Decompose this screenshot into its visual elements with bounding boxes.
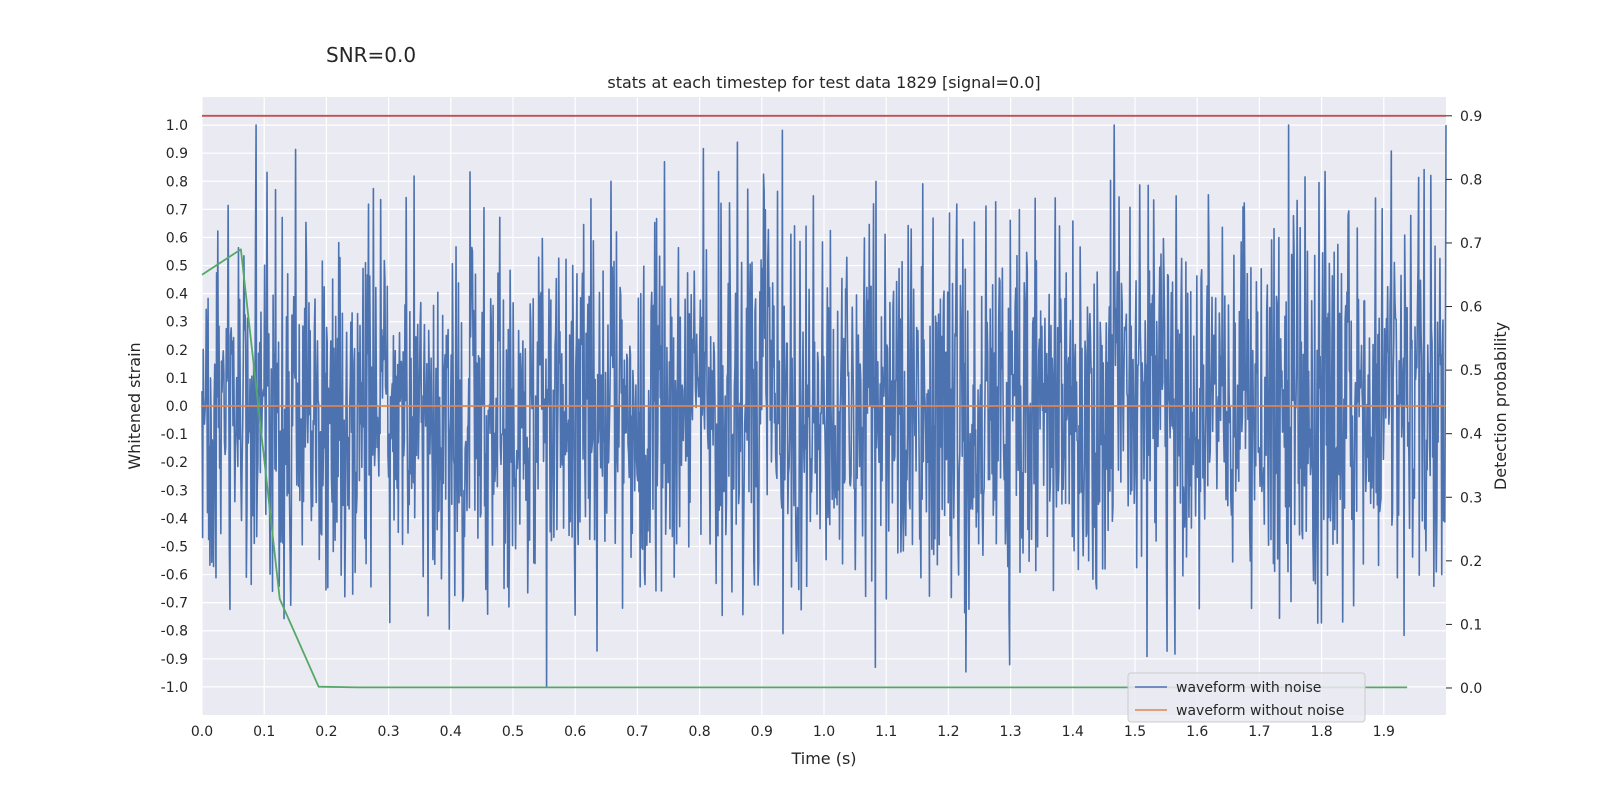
y-tick-label: 0.9 (166, 146, 188, 162)
y-tick-label: -0.1 (161, 427, 188, 443)
y-tick-label: 0.3 (166, 315, 188, 331)
y-tick-label: -1.0 (161, 680, 188, 696)
suptitle: SNR=0.0 (326, 43, 416, 67)
y-tick-label: -0.7 (161, 596, 188, 612)
x-tick-label: 1.7 (1248, 724, 1270, 740)
x-axis-label: Time (s) (790, 749, 856, 768)
x-tick-label: 0.1 (253, 724, 275, 740)
y2-tick-label: 0.1 (1460, 617, 1482, 633)
y2-tick-label: 0.6 (1460, 300, 1482, 316)
x-tick-labels: 0.0 0.1 0.2 0.3 0.4 0.5 0.6 0.7 0.8 0.9 1.0 1.1 1.2 1… (191, 724, 1395, 740)
y-tick-label: 1.0 (166, 118, 188, 134)
y-tick-label: -0.2 (161, 455, 188, 471)
x-tick-label: 1.5 (1124, 724, 1146, 740)
y-tick-label: 0.4 (166, 287, 188, 303)
x-tick-label: 1.3 (999, 724, 1021, 740)
y-tick-label: -0.8 (161, 624, 188, 640)
y-tick-label: 0.1 (166, 371, 188, 387)
y-tick-label: -0.3 (161, 483, 188, 499)
y2-tick-label: 0.5 (1460, 363, 1482, 379)
legend-label-clean: waveform without noise (1176, 703, 1344, 719)
y-tick-label: 0.0 (166, 399, 188, 415)
y-tick-label: 0.5 (166, 259, 188, 275)
y-tick-labels: 1.0 0.9 0.8 0.7 0.6 0.5 0.4 0.3 0.2 0.1 0.0 -0.1 -0.… (161, 118, 188, 696)
y-tick-label: -0.4 (161, 511, 188, 527)
x-tick-label: 0.6 (564, 724, 586, 740)
y-tick-label: 0.8 (166, 174, 188, 190)
x-tick-label: 0.7 (626, 724, 648, 740)
y2-tick-labels: 0.9 0.8 0.7 0.6 0.5 0.4 0.3 0.2 0.1 0.0 (1446, 109, 1482, 697)
y-tick-label: 0.6 (166, 230, 188, 246)
y-tick-label: 0.7 (166, 202, 188, 218)
x-tick-label: 0.2 (315, 724, 337, 740)
x-tick-label: 0.8 (688, 724, 710, 740)
x-tick-label: 1.0 (813, 724, 835, 740)
y2-axis-label: Detection probability (1491, 322, 1510, 490)
x-tick-label: 1.8 (1310, 724, 1332, 740)
y2-tick-label: 0.3 (1460, 490, 1482, 506)
series-line-waveform-with-noise (201, 124, 1447, 688)
y-tick-label: -0.5 (161, 539, 188, 555)
x-tick-label: 0.4 (440, 724, 462, 740)
legend-label-noise: waveform with noise (1176, 680, 1321, 696)
y-tick-label: 0.2 (166, 343, 188, 359)
x-tick-label: 1.9 (1373, 724, 1395, 740)
x-tick-label: 1.6 (1186, 724, 1208, 740)
x-tick-label: 0.0 (191, 724, 213, 740)
chart-title: stats at each timestep for test data 182… (607, 73, 1040, 92)
x-tick-label: 1.4 (1062, 724, 1084, 740)
y2-tick-label: 0.0 (1460, 681, 1482, 697)
x-tick-label: 0.3 (377, 724, 399, 740)
x-tick-label: 1.1 (875, 724, 897, 740)
legend-box (1127, 672, 1366, 723)
y-tick-label: -0.9 (161, 652, 188, 668)
legend: waveform with noise waveform without noi… (1127, 672, 1366, 723)
y2-tick-label: 0.7 (1460, 236, 1482, 252)
y-axis-label: Whitened strain (125, 342, 144, 469)
y2-tick-label: 0.2 (1460, 554, 1482, 570)
y2-tick-label: 0.8 (1460, 172, 1482, 188)
y2-tick-label: 0.9 (1460, 109, 1482, 125)
y2-tick-label: 0.4 (1460, 427, 1482, 443)
x-tick-label: 1.2 (937, 724, 959, 740)
y-tick-label: -0.6 (161, 568, 188, 584)
x-tick-label: 0.5 (502, 724, 524, 740)
x-tick-label: 0.9 (751, 724, 773, 740)
